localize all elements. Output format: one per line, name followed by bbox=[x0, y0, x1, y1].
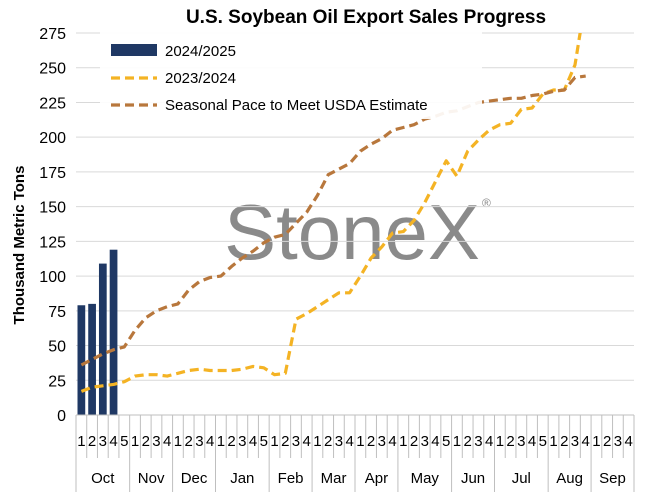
y-tick-label: 0 bbox=[57, 408, 66, 425]
week-tick-label: 4 bbox=[345, 433, 353, 450]
week-tick-label: 2 bbox=[506, 433, 514, 450]
y-tick-label: 150 bbox=[39, 200, 66, 217]
week-tick-label: 4 bbox=[388, 433, 396, 450]
week-tick-label: 5 bbox=[539, 433, 547, 450]
y-tick-label: 50 bbox=[48, 339, 66, 356]
week-tick-label: 4 bbox=[206, 433, 214, 450]
bar bbox=[109, 249, 118, 415]
month-tick-label: Aug bbox=[556, 470, 583, 487]
month-tick-label: Jan bbox=[230, 470, 254, 487]
week-tick-label: 5 bbox=[120, 433, 128, 450]
week-tick-label: 3 bbox=[152, 433, 160, 450]
week-tick-label: 2 bbox=[560, 433, 568, 450]
week-tick-label: 3 bbox=[378, 433, 386, 450]
week-tick-label: 4 bbox=[528, 433, 536, 450]
month-tick-label: Jul bbox=[512, 470, 531, 487]
month-tick-label: Feb bbox=[278, 470, 304, 487]
week-tick-label: 5 bbox=[260, 433, 268, 450]
week-tick-label: 4 bbox=[485, 433, 493, 450]
week-tick-label: 3 bbox=[238, 433, 246, 450]
week-tick-label: 4 bbox=[624, 433, 632, 450]
week-tick-label: 3 bbox=[195, 433, 203, 450]
week-tick-label: 3 bbox=[335, 433, 343, 450]
bar bbox=[88, 303, 96, 415]
y-tick-label: 25 bbox=[48, 373, 66, 390]
y-tick-label: 125 bbox=[39, 234, 66, 251]
week-tick-label: 4 bbox=[303, 433, 311, 450]
week-tick-label: 2 bbox=[410, 433, 418, 450]
legend-background bbox=[100, 31, 482, 119]
week-tick-label: 2 bbox=[227, 433, 235, 450]
week-tick-label: 4 bbox=[582, 433, 590, 450]
bar bbox=[77, 305, 86, 415]
week-tick-label: 2 bbox=[324, 433, 332, 450]
week-tick-label: 2 bbox=[88, 433, 96, 450]
bar bbox=[98, 263, 107, 415]
stonex-watermark: StoneX ® bbox=[224, 188, 491, 276]
week-tick-label: 3 bbox=[292, 433, 300, 450]
week-tick-label: 3 bbox=[474, 433, 482, 450]
legend-entry: 2024/2025 bbox=[165, 43, 236, 60]
legend-entry: Seasonal Pace to Meet USDA Estimate bbox=[165, 97, 428, 114]
week-tick-label: 4 bbox=[249, 433, 257, 450]
week-tick-label: 3 bbox=[421, 433, 429, 450]
week-tick-label: 1 bbox=[453, 433, 461, 450]
watermark-registered-mark: ® bbox=[482, 196, 491, 210]
y-tick-label: 250 bbox=[39, 61, 66, 78]
y-tick-label: 200 bbox=[39, 130, 66, 147]
legend-swatch-bar bbox=[111, 44, 157, 56]
series-line bbox=[80, 33, 582, 393]
series-line bbox=[80, 74, 586, 367]
week-tick-label: 1 bbox=[174, 433, 182, 450]
watermark-text: StoneX bbox=[224, 188, 480, 276]
month-tick-label: Dec bbox=[181, 470, 208, 487]
month-tick-label: May bbox=[411, 470, 440, 487]
week-tick-label: 1 bbox=[77, 433, 85, 450]
week-tick-label: 3 bbox=[517, 433, 525, 450]
week-tick-label: 2 bbox=[603, 433, 611, 450]
week-tick-label: 2 bbox=[367, 433, 375, 450]
legend-entry: 2023/2024 bbox=[165, 70, 236, 87]
week-tick-label: 1 bbox=[399, 433, 407, 450]
week-tick-label: 1 bbox=[549, 433, 557, 450]
week-tick-label: 2 bbox=[464, 433, 472, 450]
week-tick-label: 2 bbox=[142, 433, 150, 450]
week-tick-label: 2 bbox=[185, 433, 193, 450]
line-series bbox=[80, 33, 586, 393]
week-tick-label: 1 bbox=[496, 433, 504, 450]
month-tick-label: Apr bbox=[365, 470, 388, 487]
week-tick-label: 3 bbox=[614, 433, 622, 450]
y-axis-ticks: 0 25 50 75 100 125 150 175 200 225 250 275 bbox=[39, 26, 66, 425]
week-tick-label: 1 bbox=[313, 433, 321, 450]
week-tick-label: 1 bbox=[356, 433, 364, 450]
bar-series-2024-2025 bbox=[77, 249, 118, 415]
y-tick-label: 75 bbox=[48, 304, 66, 321]
week-tick-label: 4 bbox=[109, 433, 117, 450]
month-tick-label: Mar bbox=[321, 470, 347, 487]
week-tick-label: 4 bbox=[431, 433, 439, 450]
chart-title: U.S. Soybean Oil Export Sales Progress bbox=[186, 7, 546, 28]
week-tick-label: 1 bbox=[131, 433, 139, 450]
week-tick-label: 2 bbox=[281, 433, 289, 450]
y-tick-label: 175 bbox=[39, 165, 66, 182]
week-tick-label: 3 bbox=[99, 433, 107, 450]
month-tick-label: Sep bbox=[599, 470, 626, 487]
y-axis-label: Thousand Metric Tons bbox=[11, 166, 28, 325]
legend: 2024/2025 2023/2024 Seasonal Pace to Meet … bbox=[100, 31, 482, 119]
y-tick-label: 225 bbox=[39, 95, 66, 112]
month-tick-label: Nov bbox=[138, 470, 165, 487]
y-tick-label: 275 bbox=[39, 26, 66, 43]
week-tick-label: 1 bbox=[270, 433, 278, 450]
week-tick-label: 1 bbox=[217, 433, 225, 450]
week-tick-label: 4 bbox=[163, 433, 171, 450]
month-tick-label: Jun bbox=[461, 470, 485, 487]
month-tick-label: Oct bbox=[91, 470, 115, 487]
y-tick-label: 100 bbox=[39, 269, 66, 286]
week-tick-label: 1 bbox=[592, 433, 600, 450]
week-tick-label: 3 bbox=[571, 433, 579, 450]
week-tick-label: 5 bbox=[442, 433, 450, 450]
